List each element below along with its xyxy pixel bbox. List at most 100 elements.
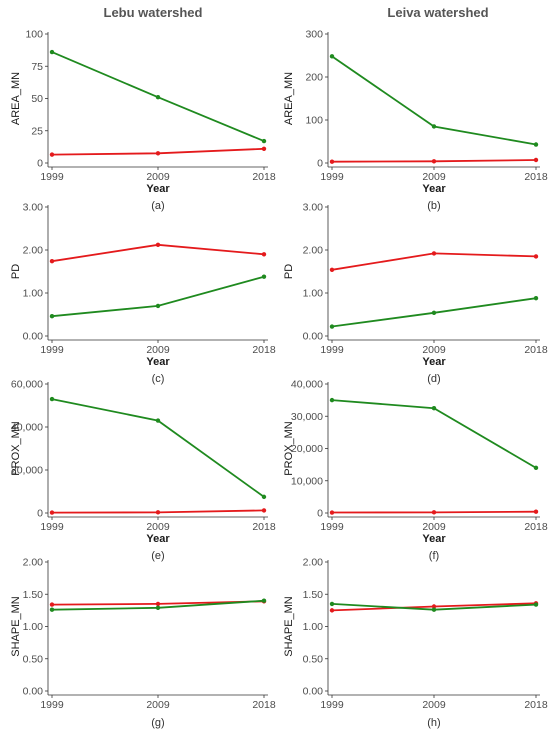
x-tick-label: 2018: [252, 699, 276, 711]
y-tick-label: 1.50: [23, 589, 44, 601]
panel-label: (f): [429, 550, 439, 562]
y-axis-title: PD: [10, 264, 22, 279]
data-point-green: [533, 295, 539, 301]
data-point-green: [329, 324, 335, 329]
series-line-red: [51, 243, 265, 263]
y-tick-label: 1.00: [303, 621, 324, 633]
data-point-green: [49, 314, 55, 319]
y-tick-label: 60,000: [11, 379, 43, 391]
data-point-red: [155, 510, 161, 515]
panel-label: (g): [151, 717, 164, 729]
y-tick-label: 2.00: [303, 245, 324, 257]
chart-panel-5: 0 20,000 40,000 60,000 1999 2009 2018 PROX_MN Ye…: [10, 379, 276, 563]
chart-panel-8: 0.00 0.50 1.00 1.50 2.00 1999 2009 2018 SHAPE_MN…: [283, 557, 548, 730]
y-tick-label: 0: [317, 508, 323, 520]
data-point-green: [261, 598, 267, 603]
data-point-green: [49, 396, 55, 402]
x-tick-label: 1999: [40, 171, 64, 183]
y-tick-label: 30,000: [291, 411, 323, 423]
x-tick-label: 1999: [40, 699, 64, 711]
y-tick-label: 0: [317, 158, 323, 170]
y-tick-label: 3.00: [303, 202, 324, 214]
x-tick-label: 2018: [524, 521, 548, 533]
data-point-green: [261, 138, 267, 144]
x-tick-label: 2018: [524, 344, 548, 356]
y-axis-title: AREA_MN: [283, 72, 295, 125]
data-point-red: [155, 151, 161, 156]
y-tick-label: 20,000: [11, 465, 43, 477]
y-tick-label: 1.00: [23, 621, 44, 633]
data-point-green: [431, 310, 437, 315]
x-tick-label: 1999: [40, 344, 64, 356]
x-axis-title: Year: [422, 533, 446, 545]
data-point-green: [155, 605, 161, 610]
x-tick-label: 2009: [146, 521, 170, 533]
x-tick-label: 1999: [320, 521, 344, 533]
column-title-lebu: Lebu watershed: [104, 5, 203, 20]
panel-label: (d): [427, 373, 440, 385]
data-point-green: [533, 602, 539, 607]
data-point-green: [431, 607, 437, 612]
data-point-red: [329, 608, 335, 613]
data-point-red: [431, 604, 437, 609]
y-axis-title: AREA_MN: [10, 72, 22, 125]
x-tick-label: 2009: [422, 344, 446, 356]
panel-label: (b): [427, 200, 440, 212]
x-tick-label: 2018: [252, 344, 276, 356]
panel-label: (e): [151, 550, 164, 562]
y-tick-label: 0.50: [23, 653, 44, 665]
data-point-green: [329, 397, 335, 403]
data-point-red: [533, 157, 539, 163]
y-tick-label: 0: [37, 158, 43, 170]
data-point-red: [431, 159, 437, 164]
y-tick-label: 200: [305, 72, 323, 84]
y-axis-title: SHAPE_MN: [283, 596, 295, 657]
y-tick-label: 300: [305, 29, 323, 41]
x-axis-title: Year: [146, 183, 170, 195]
y-tick-label: 1.00: [303, 288, 324, 300]
y-tick-label: 1.50: [303, 589, 324, 601]
data-point-red: [533, 509, 539, 514]
data-point-green: [431, 124, 437, 129]
data-point-red: [329, 510, 335, 515]
x-tick-label: 1999: [320, 171, 344, 183]
data-point-green: [261, 274, 267, 279]
x-tick-label: 1999: [320, 699, 344, 711]
x-tick-label: 2018: [524, 699, 548, 711]
x-tick-label: 1999: [40, 521, 64, 533]
x-axis-title: Year: [422, 356, 446, 368]
data-point-green: [261, 494, 267, 500]
x-tick-label: 2009: [146, 344, 170, 356]
data-point-green: [533, 142, 539, 147]
data-point-red: [261, 252, 267, 257]
x-axis-title: Year: [146, 356, 170, 368]
panel-grid: 0 25 50 75 100 1999 2009 2018 AREA_MN Year (a) 0 100…: [10, 29, 548, 730]
y-tick-label: 75: [31, 61, 43, 73]
y-tick-label: 1.00: [23, 288, 44, 300]
y-tick-label: 100: [25, 29, 43, 41]
y-tick-label: 40,000: [11, 422, 43, 434]
chart-panel-1: 0 25 50 75 100 1999 2009 2018 AREA_MN Year (a): [10, 29, 276, 213]
data-point-red: [155, 242, 161, 248]
y-tick-label: 100: [305, 115, 323, 127]
y-tick-label: 0.00: [23, 331, 44, 343]
data-point-green: [155, 418, 161, 423]
x-tick-label: 2009: [422, 171, 446, 183]
y-tick-label: 0.00: [303, 686, 324, 698]
data-point-red: [431, 251, 437, 256]
data-point-green: [533, 465, 539, 471]
series-line-green: [51, 398, 265, 498]
data-point-red: [49, 602, 55, 607]
y-axis-title: PROX_MN: [283, 421, 295, 475]
data-point-green: [329, 601, 335, 607]
x-tick-label: 1999: [320, 344, 344, 356]
y-tick-label: 0: [37, 508, 43, 520]
data-point-green: [155, 303, 161, 309]
y-tick-label: 2.00: [23, 245, 44, 257]
y-axis-title: SHAPE_MN: [10, 596, 22, 657]
series-line-green: [331, 55, 537, 146]
x-axis-title: Year: [146, 533, 170, 545]
x-tick-label: 2009: [146, 171, 170, 183]
chart-panel-7: 0.00 0.50 1.00 1.50 2.00 1999 2009 2018 SHAPE_MN…: [10, 557, 276, 730]
